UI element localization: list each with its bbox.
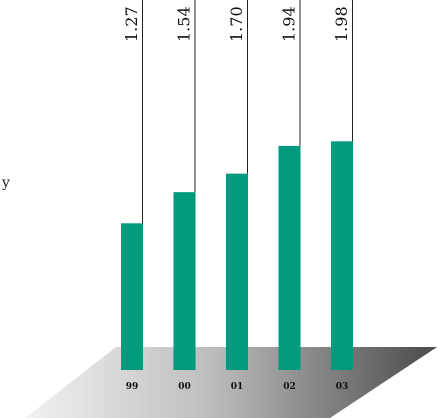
tick-label-03: 03 — [336, 382, 349, 392]
tick-label-01: 01 — [231, 382, 244, 392]
stray-glyph: y — [1, 175, 10, 191]
value-label-01: 1.70 — [227, 6, 246, 42]
bar-03 — [331, 141, 353, 370]
bars — [121, 141, 353, 370]
bar-99 — [121, 223, 143, 370]
tick-label-99: 99 — [126, 382, 139, 392]
leader-lines — [142, 0, 353, 224]
value-label-00: 1.54 — [175, 6, 194, 42]
bar-01 — [226, 173, 248, 370]
value-label-99: 1.27 — [122, 6, 141, 42]
bar-02 — [278, 145, 301, 370]
value-label-02: 1.94 — [280, 6, 299, 42]
bar-00 — [173, 192, 196, 370]
tick-label-02: 02 — [283, 382, 296, 392]
value-labels: 1.27 1.54 1.70 1.94 1.98 — [122, 6, 351, 42]
tick-labels: 99 00 01 02 03 — [126, 382, 349, 392]
value-label-03: 1.98 — [332, 6, 351, 42]
tick-label-00: 00 — [178, 382, 191, 392]
